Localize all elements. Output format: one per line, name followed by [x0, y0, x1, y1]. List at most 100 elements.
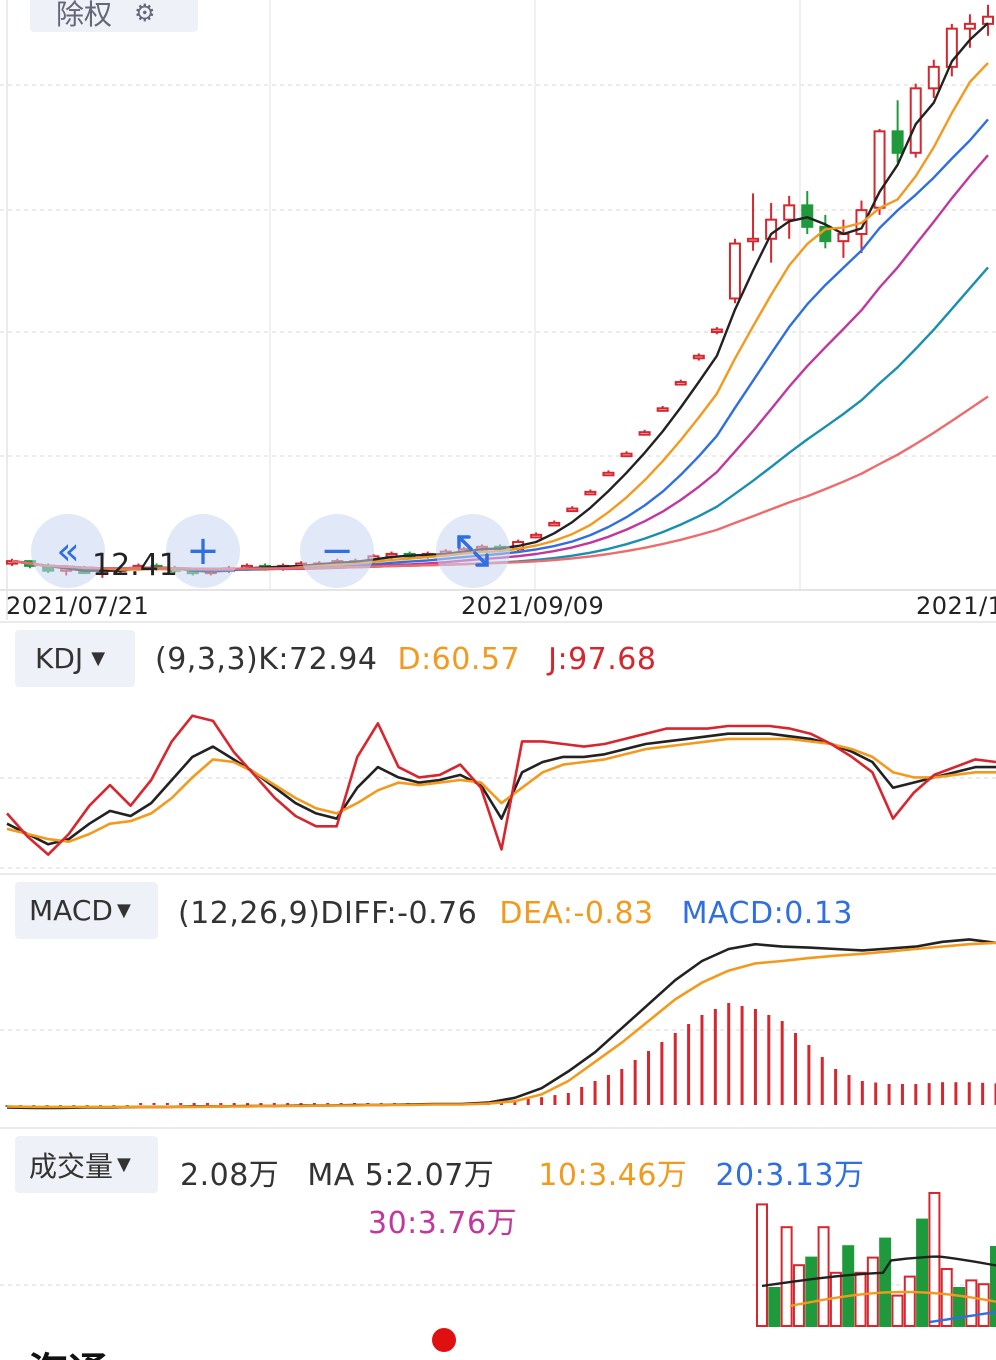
- macd-info: (12,26,9)DIFF:-0.76 DEA:-0.83 MACD:0.13: [178, 896, 871, 931]
- macd-bar: [286, 1103, 290, 1105]
- kdj-selector[interactable]: KDJ ▼: [15, 630, 135, 687]
- macd-bar: [834, 1069, 838, 1105]
- macd-bar: [352, 1103, 356, 1105]
- macd-bar: [500, 1102, 503, 1105]
- volume-bar: [891, 1294, 904, 1327]
- volume-bar: [756, 1203, 768, 1328]
- macd-bar: [272, 1103, 276, 1105]
- macd-bar: [112, 1105, 116, 1107]
- candle-body: [638, 431, 651, 436]
- kdj-params: (9,3,3)K:72.94: [155, 642, 378, 677]
- macd-bar: [794, 1033, 798, 1105]
- macd-bar: [179, 1103, 183, 1105]
- volume-bar: [928, 1192, 941, 1327]
- volume-value: 2.08万: [180, 1158, 280, 1193]
- macd-bar: [847, 1075, 851, 1105]
- macd-bar: [874, 1082, 878, 1105]
- kdj-label: KDJ: [35, 642, 84, 675]
- macd-bar: [473, 1103, 477, 1105]
- macd-bar: [58, 1105, 62, 1107]
- volume-bar: [792, 1264, 805, 1327]
- macd-bar: [553, 1095, 557, 1105]
- macd-bar: [152, 1103, 156, 1105]
- candle-body: [783, 204, 796, 221]
- macd-bar: [192, 1103, 196, 1105]
- kdj-j: J:97.68: [548, 642, 657, 677]
- scroll-left-button[interactable]: «: [31, 514, 105, 588]
- volume-bar: [854, 1271, 867, 1328]
- adjust-chip[interactable]: 除权 ⚙: [30, 0, 198, 32]
- zoom-in-button[interactable]: +: [166, 514, 240, 588]
- macd-bar: [326, 1103, 330, 1105]
- volume-ma10-line: [789, 1290, 996, 1308]
- candle-body: [927, 65, 940, 90]
- macd-bar: [219, 1103, 223, 1105]
- volume-selector[interactable]: 成交量 ▼: [15, 1136, 158, 1193]
- macd-bar: [807, 1045, 811, 1105]
- macd-bar: [927, 1083, 931, 1105]
- macd-bar: [486, 1103, 490, 1105]
- volume-bar: [940, 1268, 953, 1327]
- macd-label: MACD: [29, 894, 113, 927]
- macd-bar: [887, 1084, 891, 1105]
- macd-bar: [900, 1084, 904, 1105]
- zoom-out-button[interactable]: −: [300, 514, 374, 588]
- macd-bar: [513, 1100, 517, 1105]
- candle-body: [801, 204, 814, 228]
- macd-bar: [406, 1103, 410, 1105]
- macd-dea: DEA:-0.83: [499, 896, 654, 931]
- macd-value: MACD:0.13: [681, 896, 854, 931]
- volume-bar: [977, 1283, 990, 1327]
- macd-selector[interactable]: MACD ▼: [15, 882, 158, 939]
- macd-bar: [459, 1103, 463, 1105]
- macd-bar: [780, 1021, 784, 1105]
- macd-bar: [673, 1033, 677, 1105]
- macd-bar: [687, 1024, 691, 1105]
- macd-bar: [433, 1103, 437, 1105]
- expand-icon: [457, 535, 489, 567]
- bottom-text: 海通: [28, 1340, 108, 1360]
- macd-bar: [914, 1084, 918, 1105]
- macd-bar: [419, 1103, 423, 1105]
- macd-bar: [366, 1103, 370, 1105]
- candle-body: [692, 354, 705, 360]
- candle-body: [963, 22, 976, 30]
- dropdown-arrow-icon: ▼: [117, 1154, 131, 1175]
- date-label-end: 2021/1: [916, 592, 996, 620]
- candle-body: [548, 521, 561, 527]
- candle-body: [728, 242, 741, 300]
- volume-label: 成交量: [29, 1149, 114, 1183]
- gear-icon[interactable]: ⚙: [134, 0, 156, 27]
- macd-bar: [339, 1103, 343, 1105]
- macd-bar: [205, 1103, 209, 1105]
- macd-bar: [700, 1015, 704, 1105]
- zoom-in-icon: +: [186, 528, 220, 574]
- macd-bar: [740, 1006, 744, 1105]
- volume-bar: [879, 1237, 892, 1327]
- macd-params: (12,26,9)DIFF:-0.76: [178, 896, 478, 931]
- ma-line-blue: [11, 118, 989, 572]
- bottom-strip: 海通: [0, 1326, 996, 1360]
- zoom-out-icon: −: [320, 528, 354, 574]
- macd-bar: [165, 1103, 169, 1105]
- kdj-d: D:60.57: [397, 642, 521, 677]
- macd-line-diff: [6, 938, 996, 1110]
- fullscreen-button[interactable]: [436, 514, 510, 588]
- macd-bar: [5, 1105, 9, 1107]
- date-label-start: 2021/07/21: [6, 592, 150, 620]
- volume-bar: [829, 1271, 842, 1328]
- candle-body: [891, 130, 904, 154]
- dropdown-arrow-icon: ▼: [91, 648, 106, 669]
- macd-bar: [580, 1087, 584, 1105]
- volume-bar: [805, 1256, 818, 1327]
- candle-body: [602, 471, 615, 477]
- macd-bar: [860, 1081, 864, 1105]
- macd-bar: [299, 1103, 303, 1105]
- volume-bar: [768, 1287, 781, 1327]
- candle-body: [982, 15, 994, 25]
- macd-bar: [753, 1009, 757, 1105]
- ma-line-teal: [11, 266, 989, 571]
- macd-bar: [32, 1105, 36, 1107]
- candle-body: [584, 490, 597, 496]
- volume-ma30: 30:3.76万: [368, 1206, 518, 1241]
